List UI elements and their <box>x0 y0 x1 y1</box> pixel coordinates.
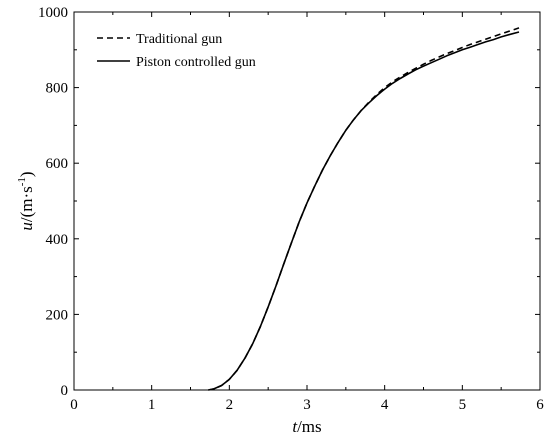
x-tick-label: 6 <box>536 397 544 413</box>
x-axis-title-unit: /ms <box>297 417 322 436</box>
y-tick-label: 1000 <box>38 5 68 21</box>
y-tick-labels: 0 200 400 600 800 1000 <box>38 5 68 399</box>
legend-label-piston-controlled-gun: Piston controlled gun <box>136 55 256 70</box>
series-line-traditional-gun <box>208 27 520 391</box>
y-axis-title-close: ) <box>17 171 36 177</box>
y-axis-title-superscript: -1 <box>16 177 28 186</box>
x-tick-label: 1 <box>148 397 156 413</box>
x-tick-label: 3 <box>303 397 311 413</box>
series-layer <box>208 27 520 391</box>
x-tick-label: 2 <box>226 397 234 413</box>
y-axis-title-symbol: u <box>17 222 36 231</box>
y-tick-label: 200 <box>46 307 69 323</box>
legend: Traditional gun Piston controlled gun <box>97 32 256 70</box>
x-tick-labels: 0 1 2 3 4 5 6 <box>70 397 544 413</box>
series-line-piston-controlled-gun <box>208 31 520 391</box>
x-axis-title: t/ms <box>292 417 321 436</box>
legend-label-traditional-gun: Traditional gun <box>136 32 222 47</box>
x-tick-label: 5 <box>459 397 467 413</box>
tick-marks <box>73 11 541 391</box>
y-axis-title-unit: /(m·s <box>17 186 36 222</box>
y-tick-label: 0 <box>61 383 69 399</box>
x-tick-label: 4 <box>381 397 389 413</box>
y-tick-label: 600 <box>46 156 69 172</box>
y-tick-label: 800 <box>46 81 69 97</box>
x-tick-label: 0 <box>70 397 78 413</box>
y-axis-title: u/(m·s-1) <box>16 171 36 230</box>
x-axis-title-symbol: t <box>292 417 298 436</box>
y-tick-label: 400 <box>46 232 69 248</box>
